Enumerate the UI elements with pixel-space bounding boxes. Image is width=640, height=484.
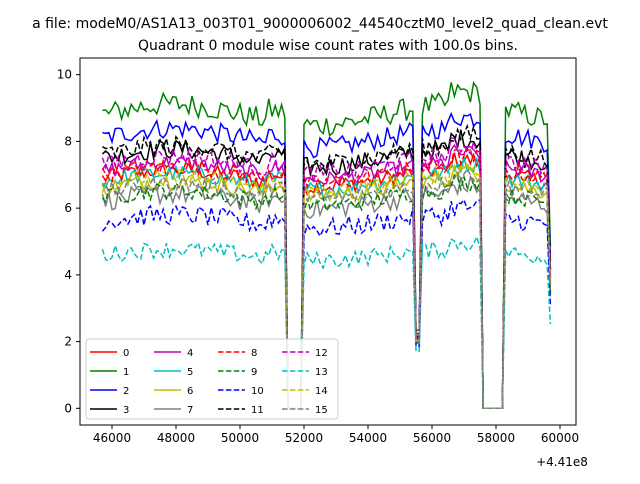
y-tick-label: 6 <box>64 201 72 215</box>
series-lines <box>101 81 552 410</box>
x-axis: 46000 48000 50000 52000 54000 56000 58000 60000 <box>93 425 579 445</box>
legend-box <box>85 338 339 420</box>
plot-frame <box>79 57 577 426</box>
legend-label-15: 15 <box>315 405 328 416</box>
series-line-9 <box>101 173 552 410</box>
legend-label-2: 2 <box>123 386 129 397</box>
legend-label-5: 5 <box>187 367 193 378</box>
legend-label-3: 3 <box>123 405 129 416</box>
y-tick-label: 0 <box>64 401 72 415</box>
legend-label-4: 4 <box>187 348 193 359</box>
x-tick-label: 48000 <box>157 431 195 445</box>
x-tick-label: 46000 <box>93 431 131 445</box>
x-tick-label: 60000 <box>541 431 579 445</box>
series-line-5 <box>101 156 552 410</box>
y-tick-label: 8 <box>64 134 72 148</box>
legend-label-10: 10 <box>251 386 264 397</box>
legend-label-1: 1 <box>123 367 129 378</box>
series-line-10 <box>101 198 552 410</box>
series-line-13 <box>101 234 552 410</box>
legend-label-12: 12 <box>315 348 328 359</box>
series-line-2 <box>102 111 552 410</box>
series-line-1 <box>102 81 552 410</box>
y-tick-label: 2 <box>64 335 72 349</box>
x-offset-label: +4.41e8 <box>536 455 588 469</box>
legend-label-7: 7 <box>187 405 193 416</box>
y-tick-label: 4 <box>64 268 72 282</box>
x-tick-label: 58000 <box>477 431 515 445</box>
legend-label-8: 8 <box>251 348 257 359</box>
series-line-14 <box>101 161 552 410</box>
series-line-15 <box>101 167 552 410</box>
series-line-3 <box>101 129 552 410</box>
x-tick-label: 50000 <box>221 431 259 445</box>
x-tick-label: 56000 <box>413 431 451 445</box>
x-tick-label: 52000 <box>285 431 323 445</box>
y-tick-label: 10 <box>57 68 72 82</box>
series-line-11 <box>102 123 552 410</box>
x-tick-label: 54000 <box>349 431 387 445</box>
legend-label-0: 0 <box>123 348 129 359</box>
y-axis: 0 2 4 6 8 10 <box>57 68 80 415</box>
legend-label-11: 11 <box>251 405 264 416</box>
legend-label-6: 6 <box>187 386 193 397</box>
figure-suptitle: a file: modeM0/AS1A13_003T01_9000006002_… <box>32 16 608 32</box>
series-line-12 <box>101 137 552 410</box>
legend-label-14: 14 <box>315 386 328 397</box>
legend-label-9: 9 <box>251 367 257 378</box>
chart-title: Quadrant 0 module wise count rates with … <box>138 38 518 54</box>
legend-label-13: 13 <box>315 367 328 378</box>
series-line-8 <box>101 148 552 410</box>
